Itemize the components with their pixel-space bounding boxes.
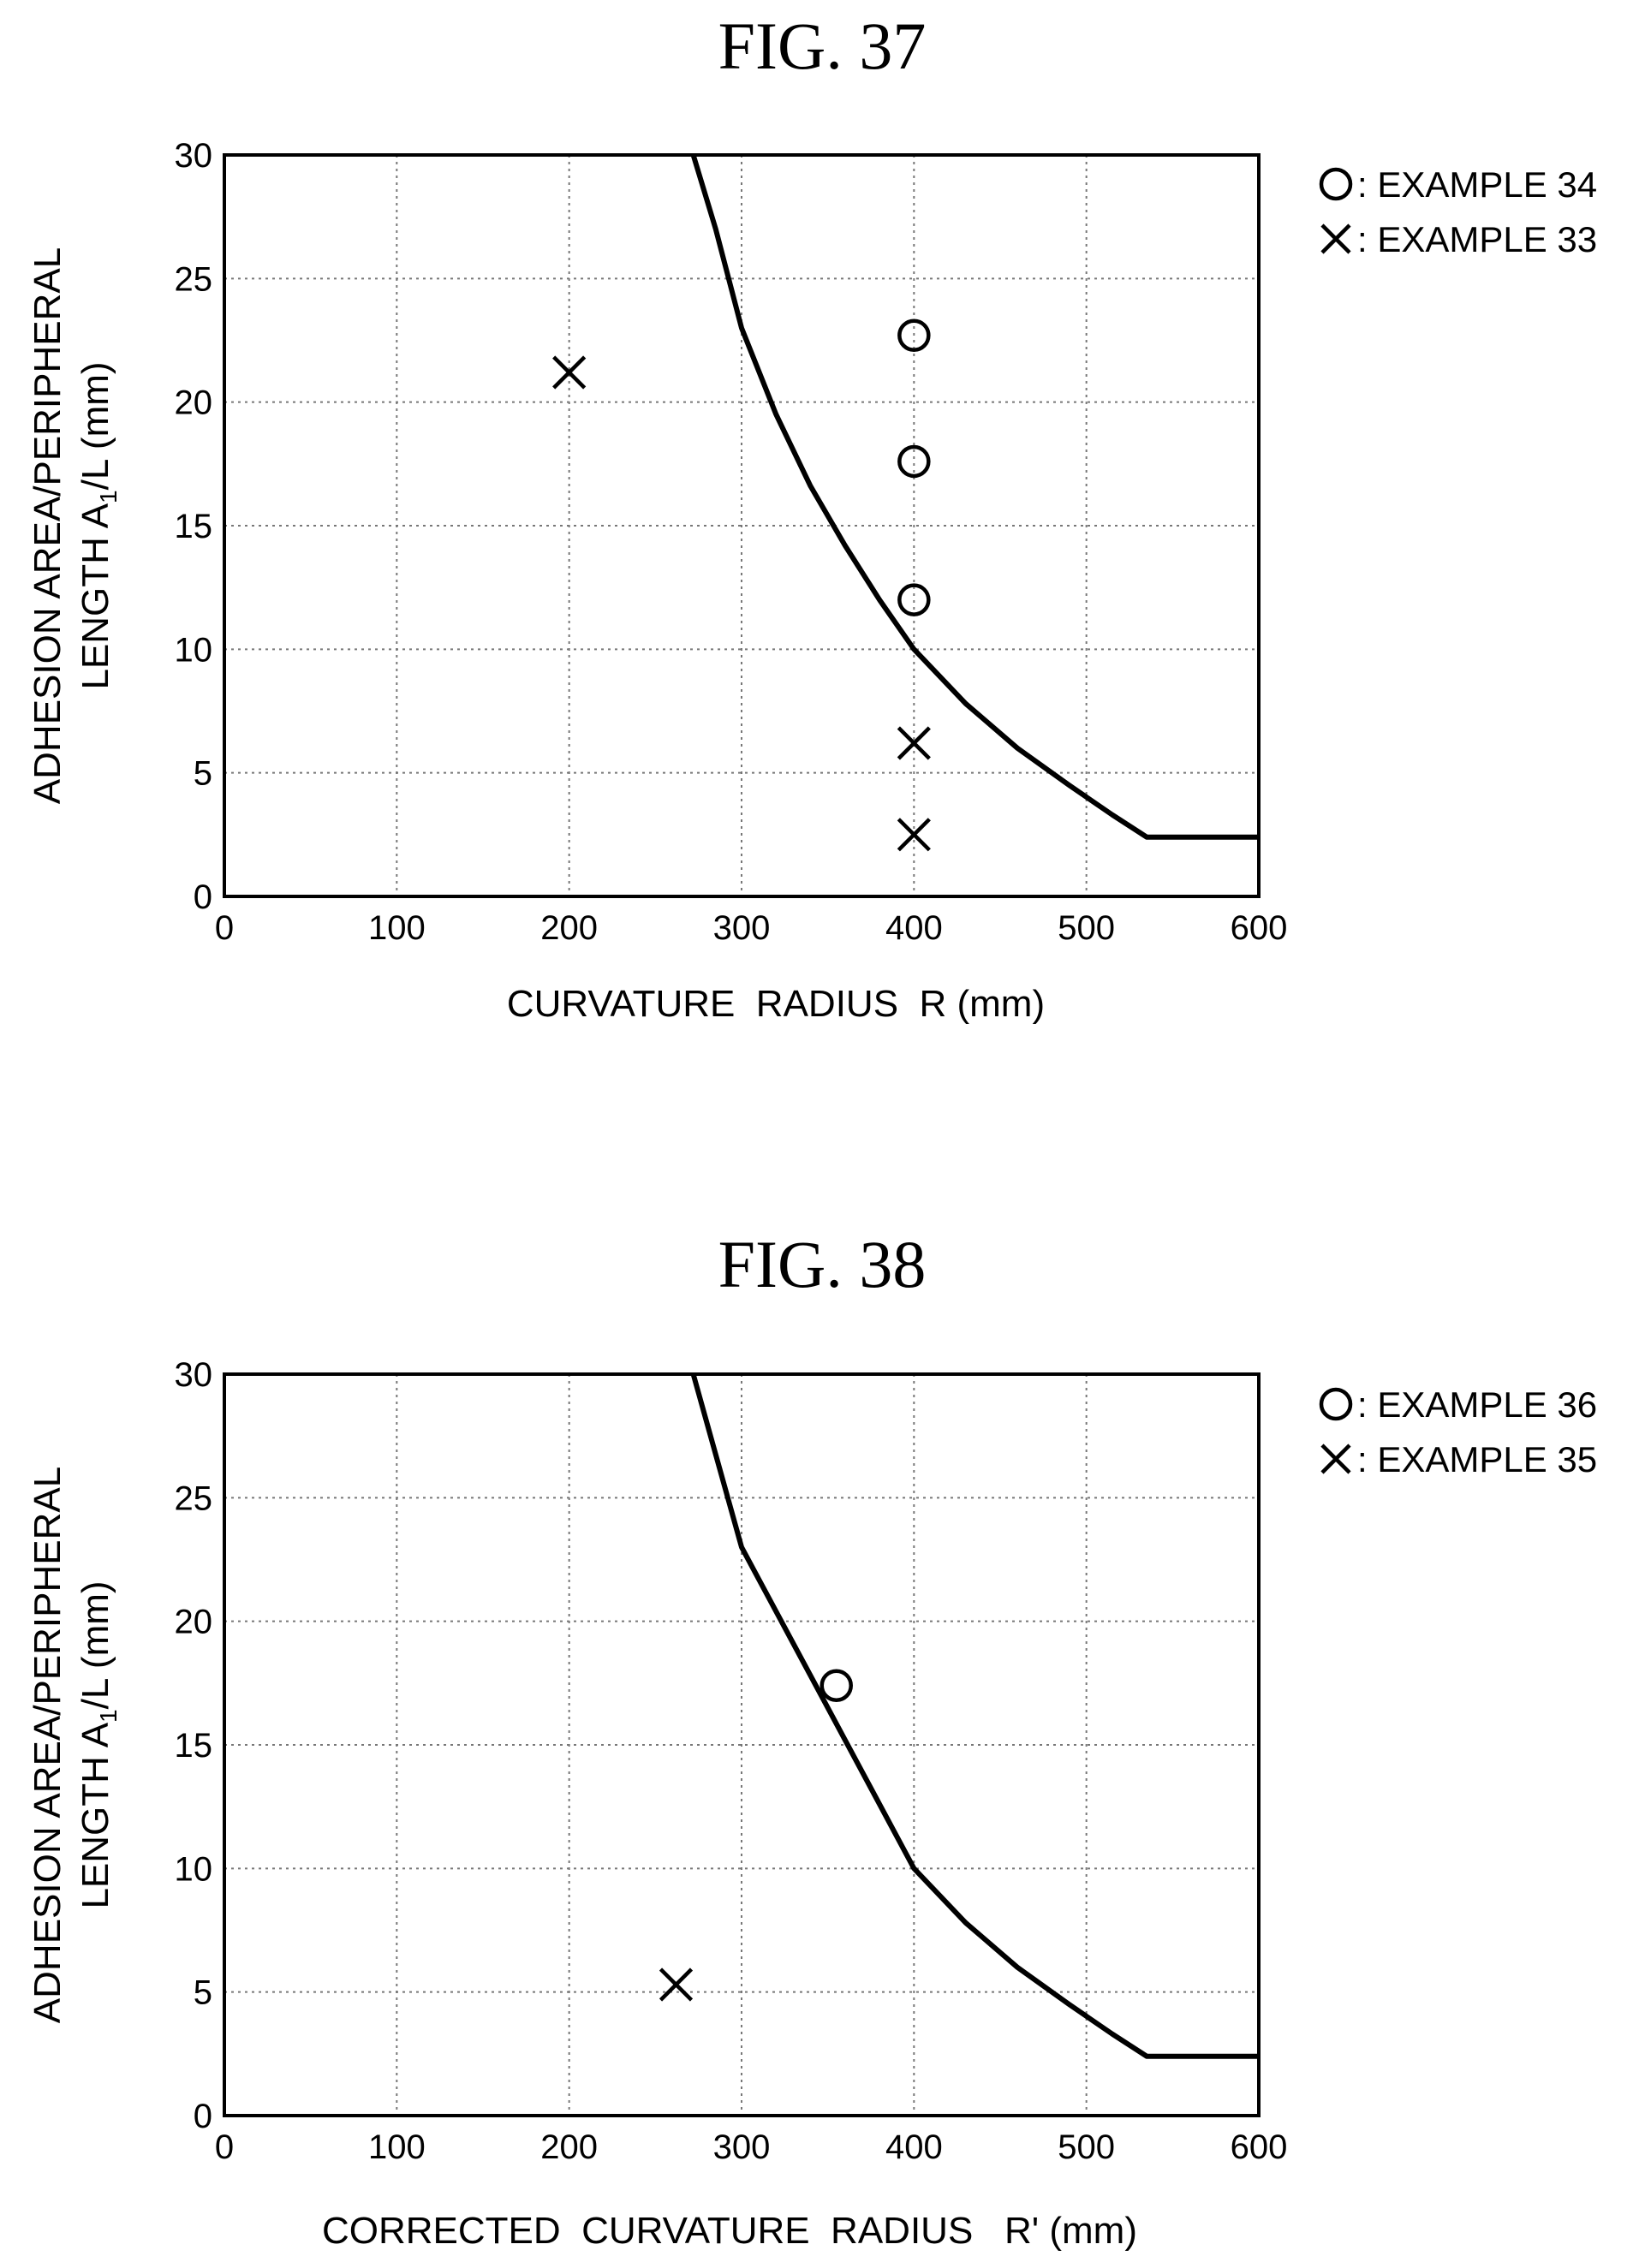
x-tick-label: 200 <box>540 2128 598 2166</box>
plot-frame <box>223 153 1261 898</box>
x-tick-label: 300 <box>713 2128 771 2166</box>
legend-cross-marker <box>1320 223 1351 254</box>
legend-label: : EXAMPLE 36 <box>1357 1384 1597 1425</box>
circle-marker <box>897 583 931 616</box>
x-axis-label: CORRECTED CURVATURE RADIUS R' (mm) <box>322 2210 1137 2252</box>
legend: : EXAMPLE 34 : EXAMPLE 33 <box>1319 164 1597 259</box>
y-ticks: 0 5 10 15 20 25 30 <box>175 1356 213 2135</box>
y-axis-label: ADHESION AREA/PERIPHERAL LENGTH A1/L (mm… <box>27 1467 122 2023</box>
y-tick-label: 30 <box>175 1356 213 1394</box>
legend-circle-marker <box>1319 167 1353 201</box>
x-ticks: 0 100 200 300 400 500 600 <box>215 2128 1288 2166</box>
boundary-curve <box>690 154 1259 840</box>
y-axis-label-line2: LENGTH A1/L (mm) <box>75 1580 122 1908</box>
grid <box>224 155 1259 896</box>
legend-label: : EXAMPLE 33 <box>1357 219 1597 259</box>
y-tick-label: 25 <box>175 260 213 298</box>
legend-item-example-34: : EXAMPLE 34 <box>1319 164 1597 205</box>
data-markers <box>659 1669 853 2002</box>
x-tick-label: 400 <box>885 2128 943 2166</box>
circle-marker <box>897 318 931 352</box>
boundary-curve <box>690 1373 1259 2059</box>
x-tick-label: 0 <box>215 909 234 947</box>
legend-circle-marker <box>1319 1387 1353 1421</box>
cross-marker <box>659 1967 694 2002</box>
y-tick-label: 20 <box>175 384 213 422</box>
y-tick-label: 0 <box>194 2098 212 2135</box>
circle-marker <box>820 1669 853 1702</box>
y-axis-label-line1: ADHESION AREA/PERIPHERAL <box>27 1467 69 2023</box>
figure-title: FIG. 38 <box>718 1227 927 1301</box>
x-tick-label: 300 <box>713 909 771 947</box>
y-axis-label-line1: ADHESION AREA/PERIPHERAL <box>27 247 69 804</box>
cross-marker <box>897 818 931 852</box>
y-tick-label: 20 <box>175 1604 213 1641</box>
plot-frame <box>223 1372 1261 2117</box>
x-tick-label: 500 <box>1058 2128 1115 2166</box>
y-tick-label: 15 <box>175 508 213 545</box>
x-tick-label: 0 <box>215 2128 234 2166</box>
x-tick-label: 600 <box>1231 909 1288 947</box>
chart-fig-37: FIG. 37 0 5 10 15 20 25 30 0 100 200 300 400 500 600… <box>27 9 1597 1025</box>
y-tick-label: 5 <box>194 755 212 793</box>
cross-marker <box>897 726 931 760</box>
x-tick-label: 600 <box>1231 2128 1288 2166</box>
legend-label: : EXAMPLE 34 <box>1357 164 1597 205</box>
legend-item-example-36: : EXAMPLE 36 <box>1319 1384 1597 1425</box>
y-axis-label-line2: LENGTH A1/L (mm) <box>75 361 122 689</box>
circle-marker <box>897 444 931 479</box>
data-markers <box>552 318 931 852</box>
y-tick-label: 0 <box>194 878 212 916</box>
y-tick-label: 5 <box>194 1974 212 2012</box>
y-axis-label: ADHESION AREA/PERIPHERAL LENGTH A1/L (mm… <box>27 247 122 804</box>
x-ticks: 0 100 200 300 400 500 600 <box>215 909 1288 947</box>
grid <box>224 1374 1259 2116</box>
y-tick-label: 25 <box>175 1479 213 1517</box>
legend: : EXAMPLE 36 : EXAMPLE 35 <box>1319 1384 1597 1479</box>
figure-title: FIG. 37 <box>718 9 927 83</box>
legend-item-example-33: : EXAMPLE 33 <box>1320 219 1597 259</box>
cross-marker <box>552 355 587 390</box>
y-tick-label: 30 <box>175 137 213 175</box>
x-tick-label: 500 <box>1058 909 1115 947</box>
y-ticks: 0 5 10 15 20 25 30 <box>175 137 213 916</box>
y-tick-label: 15 <box>175 1727 213 1765</box>
x-axis-label: CURVATURE RADIUS R (mm) <box>507 983 1045 1025</box>
legend-cross-marker <box>1320 1444 1351 1474</box>
chart-fig-38: FIG. 38 0 5 10 15 20 25 30 0 100 200 300 400 500 600… <box>27 1227 1597 2252</box>
legend-label: : EXAMPLE 35 <box>1357 1439 1597 1479</box>
x-tick-label: 100 <box>368 2128 426 2166</box>
y-tick-label: 10 <box>175 1850 213 1888</box>
x-tick-label: 200 <box>540 909 598 947</box>
legend-item-example-35: : EXAMPLE 35 <box>1320 1439 1597 1479</box>
x-tick-label: 100 <box>368 909 426 947</box>
x-tick-label: 400 <box>885 909 943 947</box>
y-tick-label: 10 <box>175 631 213 669</box>
